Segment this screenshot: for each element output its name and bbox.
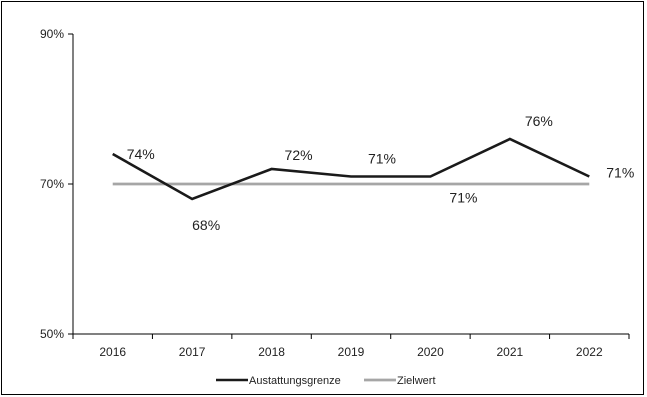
- data-label: 76%: [525, 113, 553, 129]
- legend: Austattungsgrenze Zielwert: [216, 375, 436, 387]
- data-label: 71%: [368, 151, 396, 167]
- data-label: 72%: [285, 147, 313, 163]
- axes: 50% 70% 90% 2016 2017 2018 2019 2020 2021 2022: [40, 27, 630, 359]
- x-tick-label: 2019: [338, 345, 365, 359]
- x-tick-label: 2022: [576, 345, 603, 359]
- y-tick-label: 70%: [40, 177, 64, 191]
- data-label: 71%: [606, 165, 634, 181]
- series-line-austattungsgrenze: [112, 137, 590, 201]
- data-labels: 74% 68% 72% 71% 71% 76% 71%: [127, 113, 635, 233]
- x-tick-label: 2017: [179, 345, 206, 359]
- legend-label-zielwert: Zielwert: [397, 375, 436, 387]
- x-tick-label: 2018: [258, 345, 285, 359]
- series-layer: [112, 137, 590, 201]
- x-tick-label: 2020: [417, 345, 444, 359]
- data-label: 68%: [192, 217, 220, 233]
- data-label: 71%: [449, 190, 477, 206]
- x-tick-label: 2016: [99, 345, 126, 359]
- y-tick-label: 50%: [40, 327, 64, 341]
- x-tick-label: 2021: [497, 345, 524, 359]
- legend-label-austattungsgrenze: Austattungsgrenze: [249, 375, 341, 387]
- data-label: 74%: [127, 146, 155, 162]
- y-tick-label: 90%: [40, 27, 64, 41]
